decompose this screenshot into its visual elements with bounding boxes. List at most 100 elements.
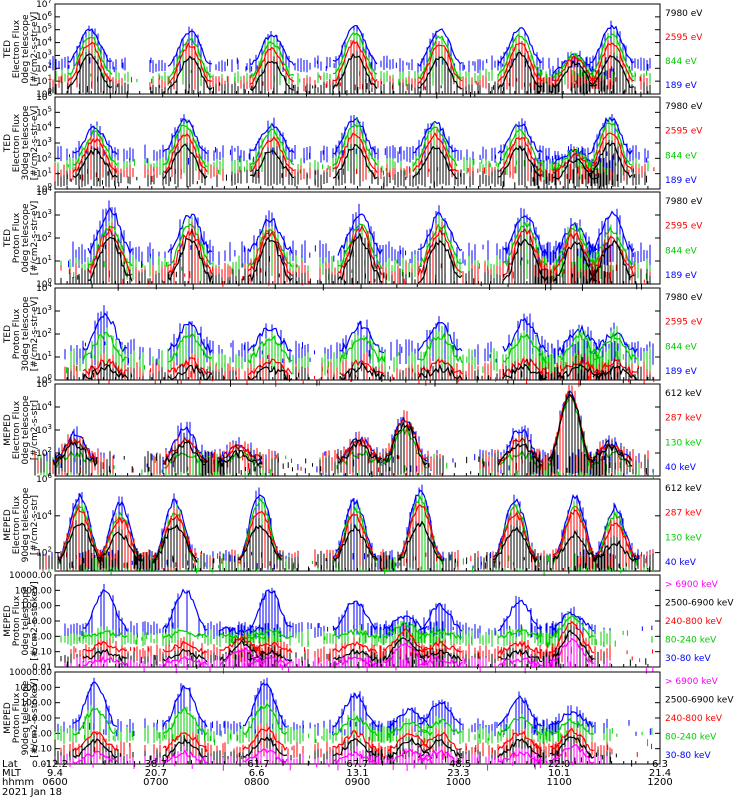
- flux-pass: [52, 437, 98, 464]
- flux-pass: [162, 124, 208, 168]
- flux-pass: [589, 54, 635, 88]
- flux-pass: [497, 128, 543, 168]
- flux-pass: [247, 230, 293, 277]
- flux-pass: [217, 444, 263, 464]
- flux-pass: [247, 335, 293, 365]
- flux-pass: [332, 143, 378, 180]
- flux-pass: [589, 236, 635, 277]
- series-2595-ev: [49, 36, 648, 93]
- y-axis-label-line: TED: [3, 40, 13, 59]
- flux-pass: [217, 449, 263, 468]
- flux-pass: [589, 33, 635, 77]
- legend-entry: 189 eV: [665, 176, 698, 186]
- flux-pass: [382, 418, 428, 462]
- panel-1: 100101102103104105106107TEDElectron Flux…: [3, 0, 703, 100]
- flux-pass: [502, 317, 548, 353]
- flux-pass: [552, 226, 598, 269]
- flux-pass: [417, 239, 463, 284]
- flux-pass: [337, 224, 383, 276]
- flux-pass: [67, 28, 113, 63]
- flux-pass: [162, 143, 208, 180]
- flux-pass: [417, 358, 463, 378]
- flux-pass: [249, 128, 295, 166]
- flux-pass: [417, 211, 463, 252]
- flux-pass: [167, 227, 213, 275]
- flux-pass: [162, 436, 208, 464]
- flux-pass: [497, 145, 543, 178]
- legend-entry: 189 eV: [665, 81, 698, 91]
- flux-pass: [332, 497, 378, 561]
- flux-pass: [339, 336, 385, 363]
- flux-pass: [587, 142, 633, 179]
- flux-pass: [589, 239, 635, 283]
- flux-pass: [162, 118, 208, 154]
- flux-pass: [167, 357, 213, 375]
- flux-pass: [167, 36, 213, 80]
- flux-pass: [337, 232, 383, 283]
- y-axis-label-line: MEPED: [3, 414, 13, 446]
- flux-pass: [497, 123, 543, 154]
- flux-pass: [493, 510, 538, 562]
- series-7980-ev: [57, 140, 648, 189]
- y-axis-label-line: 0deg telescope: [21, 14, 31, 84]
- flux-pass: [339, 320, 385, 354]
- flux-pass: [589, 226, 635, 270]
- legend-entry: 287 keV: [665, 509, 702, 519]
- flux-pass: [382, 424, 428, 469]
- flux-pass: [552, 241, 598, 282]
- flux-pass: [82, 331, 128, 363]
- flux-pass: [249, 34, 295, 66]
- flux-pass: [502, 215, 548, 256]
- flux-pass: [412, 145, 458, 180]
- flux-pass: [589, 24, 635, 65]
- flux-pass: [237, 510, 283, 560]
- flux-pass: [552, 221, 598, 255]
- flux-pass: [337, 213, 383, 256]
- flux-pass: [552, 148, 598, 166]
- flux-pass: [337, 436, 383, 463]
- legend-entry: 844 eV: [665, 342, 698, 352]
- y-axis-label-line: TED: [3, 229, 13, 248]
- y-axis-label-line: Proton Flux: [12, 212, 22, 263]
- flux-pass: [247, 365, 293, 381]
- legend-entry: 844 eV: [665, 151, 698, 161]
- y-axis-label-line: Electron Flux: [12, 113, 22, 172]
- flux-pass: [249, 122, 295, 153]
- y-axis-label-line: TED: [3, 325, 13, 344]
- flux-pass: [247, 327, 293, 352]
- flux-pass: [87, 236, 133, 282]
- flux-pass: [552, 231, 598, 276]
- flux-pass: [412, 126, 458, 167]
- flux-pass: [497, 137, 543, 173]
- legend-entry: 7980 eV: [665, 102, 703, 112]
- y-axis-label-line: TED: [3, 134, 13, 153]
- flux-pass: [382, 421, 428, 467]
- flux-pass: [497, 437, 543, 463]
- y-axis-label-line: [#/cm2-s-str-eV]: [30, 106, 40, 181]
- legend-entry: 2595 eV: [665, 318, 703, 328]
- series-189-ev: [49, 20, 651, 81]
- y-axis-label-line: 0deg telescope: [21, 395, 31, 465]
- flux-pass: [417, 227, 463, 277]
- flux-pass: [249, 135, 295, 173]
- flux-pass: [397, 494, 443, 561]
- flux-pass: [332, 132, 378, 173]
- flux-pass: [497, 443, 543, 467]
- flux-pass: [249, 60, 295, 92]
- flux-pass: [332, 53, 378, 90]
- legend-entry: 7980 eV: [665, 197, 703, 207]
- legend-entry: 7980 eV: [665, 293, 703, 303]
- flux-pass: [82, 364, 128, 381]
- y-axis-label-line: Electron Flux: [12, 19, 22, 78]
- flux-pass: [552, 60, 598, 89]
- flux-pass: [167, 29, 213, 67]
- flux-pass: [162, 132, 208, 174]
- flux-pass: [547, 394, 593, 462]
- y-axis-label-line: 30deg telescope: [21, 296, 31, 371]
- flux-pass: [557, 332, 603, 361]
- y-axis-label-line: Proton Flux: [12, 308, 22, 359]
- legend-entry: 189 eV: [665, 367, 698, 377]
- flux-pass: [332, 123, 378, 167]
